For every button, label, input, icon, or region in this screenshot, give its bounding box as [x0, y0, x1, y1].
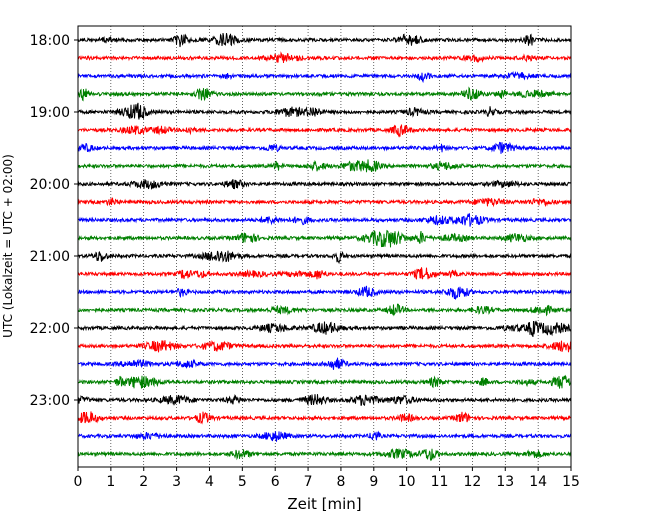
y-tick-label-3: 21:00 — [30, 249, 70, 265]
trace-16 — [77, 320, 572, 338]
x-tick-label-9: 9 — [369, 474, 378, 490]
trace-7 — [77, 159, 572, 173]
y-tick-label-2: 20:00 — [30, 177, 70, 193]
seismic-traces — [77, 32, 572, 462]
x-tick-label-8: 8 — [336, 474, 345, 490]
y-tick-label-5: 23:00 — [30, 393, 70, 409]
trace-23 — [77, 448, 572, 462]
trace-17 — [77, 339, 572, 353]
trace-8 — [77, 179, 572, 190]
trace-1 — [77, 51, 572, 64]
trace-13 — [77, 267, 572, 280]
x-tick-label-14: 14 — [529, 474, 547, 490]
y-tick-label-4: 22:00 — [30, 321, 70, 337]
y-axis-ticks: 18:00 19:00 20:00 21:00 22:00 23:00 — [30, 33, 78, 409]
trace-18 — [77, 357, 572, 370]
y-tick-label-0: 18:00 — [30, 33, 70, 49]
trace-3 — [77, 86, 572, 102]
trace-15 — [77, 303, 572, 317]
trace-14 — [77, 285, 572, 301]
x-tick-label-4: 4 — [205, 474, 214, 490]
trace-22 — [77, 430, 572, 442]
x-tick-label-0: 0 — [74, 474, 83, 490]
trace-21 — [77, 411, 572, 425]
x-tick-label-12: 12 — [463, 474, 481, 490]
x-tick-label-7: 7 — [304, 474, 313, 490]
trace-2 — [77, 70, 572, 84]
trace-4 — [77, 102, 572, 120]
x-tick-label-15: 15 — [562, 474, 580, 490]
trace-11 — [77, 229, 572, 248]
x-tick-label-13: 13 — [496, 474, 514, 490]
plot-area — [78, 26, 571, 467]
trace-12 — [77, 250, 572, 265]
x-tick-label-2: 2 — [139, 474, 148, 490]
trace-20 — [77, 394, 572, 407]
trace-9 — [77, 197, 572, 208]
x-axis-label: Zeit [min] — [287, 495, 361, 513]
x-tick-label-1: 1 — [106, 474, 115, 490]
x-tick-label-10: 10 — [398, 474, 416, 490]
x-axis-ticks: 0 1 2 3 4 5 6 7 8 9 10 11 12 13 14 15 — [74, 467, 580, 490]
y-tick-label-1: 19:00 — [30, 105, 70, 121]
x-tick-label-11: 11 — [431, 474, 449, 490]
y-axis-label: UTC (Lokalzeit = UTC + 02:00) — [1, 154, 15, 338]
trace-6 — [77, 141, 572, 154]
trace-0 — [77, 32, 572, 48]
trace-19 — [77, 374, 572, 389]
x-tick-label-3: 3 — [172, 474, 181, 490]
trace-5 — [77, 124, 572, 138]
x-tick-label-6: 6 — [271, 474, 280, 490]
plot-frame — [77, 25, 572, 468]
trace-10 — [77, 212, 572, 227]
x-tick-label-5: 5 — [238, 474, 247, 490]
